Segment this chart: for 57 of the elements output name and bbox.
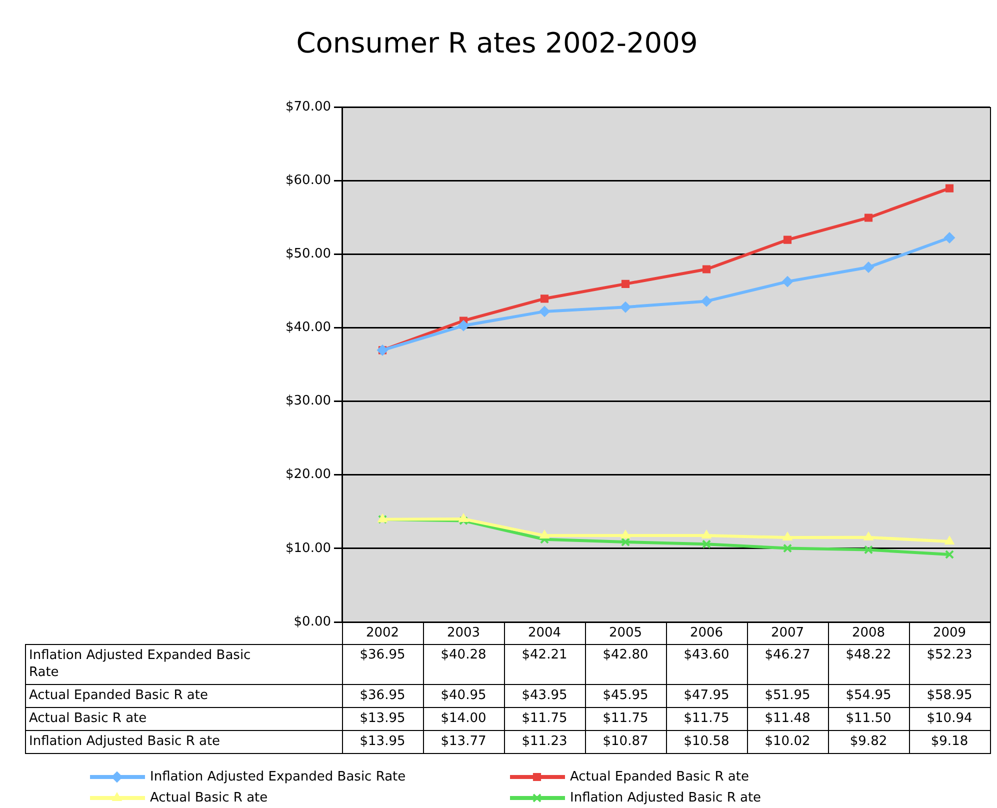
y-tick-label: $0.00	[294, 614, 331, 630]
data-label: $52.23	[926, 647, 972, 662]
y-tick-label: $60.00	[286, 172, 331, 188]
y-tick-label: $40.00	[286, 320, 331, 336]
text: Actual Epanded Basic R ate	[29, 688, 208, 703]
data-label: $48.22	[846, 647, 892, 662]
data-label: $58.95	[926, 688, 972, 703]
data-label: $10.02	[764, 734, 810, 749]
data-label: $46.27	[764, 647, 810, 662]
data-label: $11.48	[764, 710, 810, 726]
y-tick-label: $20.00	[286, 467, 331, 482]
data-label: $13.77	[440, 734, 486, 749]
data-label: $10.94	[926, 710, 972, 726]
data-label: $45.95	[602, 688, 648, 703]
y-tick-label: $50.00	[286, 246, 331, 262]
data-label: $40.28	[440, 647, 486, 662]
data-label: $13.95	[360, 734, 406, 749]
data-label: $11.75	[522, 710, 568, 726]
data-label: $11.23	[522, 734, 568, 749]
y-tick-label: $30.00	[286, 394, 331, 409]
x-tick-label: 2007	[770, 625, 804, 640]
data-label: $40.95	[440, 688, 486, 703]
x-tick-label: 2004	[528, 625, 562, 640]
legend-label: Actual Epanded Basic R ate	[570, 769, 749, 784]
data-label: $36.95	[360, 688, 406, 703]
data-label: $51.95	[764, 688, 810, 703]
data-label: $42.21	[522, 647, 568, 662]
text: Inflation Adjusted Basic R ate	[29, 734, 220, 749]
x-tick-label: 2008	[852, 625, 886, 640]
data-label: $54.95	[846, 688, 892, 703]
text: Inflation Adjusted Expanded Basic Rate	[29, 648, 251, 680]
data-label: $43.60	[684, 647, 730, 662]
text: Actual Basic R ate	[29, 710, 147, 726]
x-tick-label: 2003	[446, 625, 480, 640]
data-label: $11.75	[684, 710, 730, 726]
y-tick-label: $70.00	[286, 99, 331, 114]
data-label: $43.95	[522, 688, 568, 703]
x-tick-label: 2006	[690, 625, 724, 640]
data-label: $9.82	[850, 734, 888, 749]
legend-label: Inflation Adjusted Expanded Basic Rate	[150, 769, 406, 784]
data-label: $11.50	[846, 710, 892, 726]
x-tick-label: 2002	[366, 625, 400, 640]
data-label: $14.00	[440, 710, 486, 726]
data-label: $36.95	[360, 647, 406, 662]
data-label: $11.75	[602, 710, 648, 726]
data-label: $9.18	[930, 734, 968, 749]
data-label: $10.87	[602, 734, 648, 749]
chart-title: Consumer R ates 2002-2009	[296, 26, 698, 60]
legend-label: Inflation Adjusted Basic R ate	[570, 790, 762, 806]
y-tick-label: $10.00	[286, 540, 331, 556]
data-label: $47.95	[684, 688, 730, 703]
legend-label: Actual Basic R ate	[150, 790, 268, 806]
data-label: $13.95	[360, 710, 406, 726]
data-label: $42.80	[602, 647, 648, 662]
data-label: $10.58	[684, 734, 730, 749]
x-tick-label: 2005	[608, 625, 642, 640]
x-tick-label: 2009	[932, 625, 966, 640]
